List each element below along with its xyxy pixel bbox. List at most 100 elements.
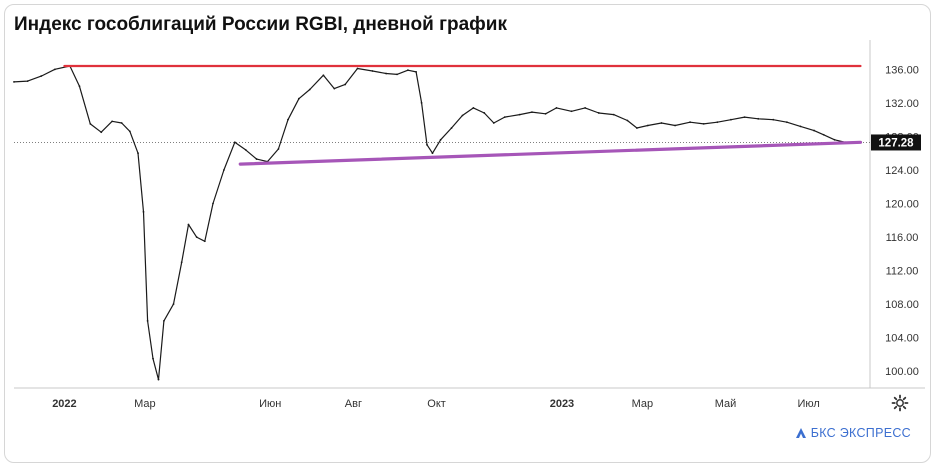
price-point bbox=[212, 202, 214, 205]
price-point bbox=[660, 122, 663, 124]
price-point bbox=[180, 261, 183, 264]
price-point bbox=[111, 120, 114, 123]
price-point bbox=[772, 118, 775, 121]
price-point bbox=[53, 68, 56, 71]
price-point bbox=[40, 75, 43, 77]
y-tick-label: 100.00 bbox=[885, 366, 919, 378]
price-point bbox=[146, 320, 149, 322]
price-point bbox=[757, 117, 760, 120]
price-point bbox=[203, 240, 206, 243]
price-point bbox=[813, 129, 816, 132]
price-point bbox=[822, 133, 825, 136]
price-point bbox=[461, 114, 464, 117]
price-point bbox=[555, 107, 558, 109]
price-point bbox=[426, 143, 428, 146]
price-point bbox=[163, 320, 165, 322]
y-tick-label: 120.00 bbox=[885, 199, 919, 211]
price-point bbox=[743, 116, 746, 119]
price-point bbox=[26, 80, 29, 82]
x-tick-label: Июн bbox=[259, 398, 281, 410]
price-point bbox=[689, 121, 691, 124]
y-tick-label: 112.00 bbox=[886, 266, 919, 278]
price-point bbox=[785, 121, 788, 124]
price-point bbox=[233, 141, 236, 144]
price-point bbox=[137, 152, 139, 155]
price-point bbox=[612, 113, 615, 116]
x-tick-label: Июл bbox=[797, 398, 819, 410]
price-point bbox=[142, 211, 145, 213]
price-point bbox=[450, 127, 453, 129]
price-point bbox=[287, 118, 289, 121]
price-point bbox=[277, 148, 280, 150]
price-point bbox=[531, 111, 533, 114]
x-tick-label: Май bbox=[715, 398, 737, 410]
y-tick-label: 136.00 bbox=[885, 64, 919, 76]
price-point bbox=[544, 112, 547, 115]
price-point bbox=[195, 236, 198, 238]
price-point bbox=[626, 119, 629, 122]
price-point bbox=[730, 118, 732, 121]
price-point bbox=[157, 378, 160, 381]
price-point bbox=[702, 122, 705, 125]
price-point bbox=[152, 357, 154, 360]
price-point bbox=[13, 81, 15, 83]
price-point bbox=[322, 74, 325, 77]
last-value-label: 127.28 bbox=[878, 137, 914, 149]
price-point bbox=[187, 223, 190, 226]
price-point bbox=[356, 67, 359, 70]
price-point bbox=[407, 69, 409, 72]
price-point bbox=[333, 87, 336, 90]
price-point bbox=[716, 121, 719, 124]
price-point bbox=[431, 152, 434, 155]
price-point bbox=[674, 124, 676, 127]
x-tick-label: Мар bbox=[134, 398, 156, 410]
price-point bbox=[597, 112, 600, 114]
price-point bbox=[172, 303, 175, 306]
price-point bbox=[483, 112, 486, 114]
y-tick-label: 104.00 bbox=[885, 333, 919, 345]
price-point bbox=[308, 88, 311, 91]
x-tick-label: Окт bbox=[427, 398, 446, 410]
price-point bbox=[396, 73, 398, 76]
x-tick-label: 2023 bbox=[550, 398, 574, 410]
price-point bbox=[439, 138, 442, 141]
price-point bbox=[570, 110, 573, 113]
y-tick-label: 132.00 bbox=[885, 98, 919, 110]
chart-title: Индекс гособлигаций России RGBI, дневной… bbox=[14, 14, 507, 35]
price-point bbox=[120, 122, 123, 124]
brand-text: БКС ЭКСПРЕСС bbox=[810, 426, 911, 440]
price-point bbox=[223, 169, 225, 171]
price-point bbox=[255, 158, 258, 160]
gear-icon[interactable] bbox=[890, 393, 910, 413]
price-point bbox=[420, 101, 423, 104]
y-tick-label: 124.00 bbox=[885, 165, 919, 177]
price-point bbox=[385, 72, 388, 75]
support-line bbox=[238, 140, 863, 166]
price-point bbox=[584, 107, 587, 109]
price-point bbox=[244, 148, 247, 151]
price-point bbox=[297, 97, 300, 100]
chart-card bbox=[4, 4, 931, 463]
price-point bbox=[128, 130, 131, 133]
triangle-logo-icon bbox=[795, 428, 806, 438]
brand-logo: БКС ЭКСПРЕСС bbox=[795, 426, 911, 440]
price-point bbox=[518, 113, 521, 116]
price-point bbox=[799, 125, 802, 128]
price-point bbox=[78, 85, 81, 88]
last-value-box bbox=[871, 134, 921, 151]
price-point bbox=[89, 122, 92, 125]
price-point bbox=[344, 83, 347, 86]
price-point bbox=[833, 138, 836, 141]
x-tick-label: 2022 bbox=[52, 398, 76, 410]
x-tick-label: Мар bbox=[632, 398, 654, 410]
price-point bbox=[472, 107, 475, 109]
price-point bbox=[646, 124, 649, 127]
x-tick-label: Авг bbox=[345, 398, 362, 410]
price-point bbox=[503, 116, 506, 119]
price-point bbox=[415, 70, 418, 73]
y-tick-label: 108.00 bbox=[885, 299, 919, 311]
price-point bbox=[492, 122, 495, 124]
price-point bbox=[100, 131, 103, 134]
y-tick-label: 116.00 bbox=[886, 232, 919, 244]
